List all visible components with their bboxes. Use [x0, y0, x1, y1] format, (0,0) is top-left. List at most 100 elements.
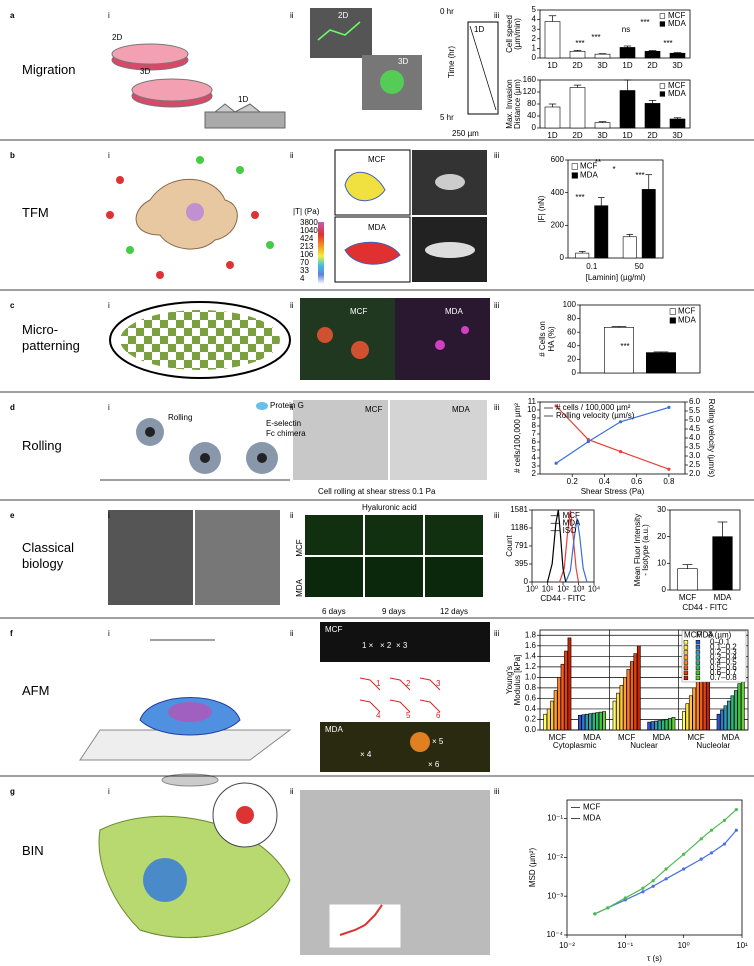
panel-text: 4	[300, 274, 305, 283]
panel-text: × 3	[396, 641, 408, 650]
panel-text: 12 days	[440, 607, 468, 616]
y-axis-label: # cells/100,000 µm²	[513, 403, 522, 473]
panel-text: × 6	[428, 760, 440, 769]
row-name: Migration	[22, 62, 76, 77]
point	[734, 807, 738, 812]
y-tick-label: 2	[532, 34, 537, 43]
panel-text: 1 ×	[362, 641, 374, 650]
legend-swatch	[659, 13, 666, 19]
legend-label: 0.3–0.4	[710, 653, 737, 662]
illustration	[111, 8, 499, 129]
y-tick-label: 20	[657, 532, 666, 541]
bar	[569, 87, 586, 129]
panel-text: 1	[376, 679, 381, 688]
panel-label: ii	[290, 403, 294, 412]
annotation: ***	[663, 39, 672, 48]
illustration	[106, 149, 487, 284]
panel-text: 6 days	[322, 607, 346, 616]
row-name: Micro-patterning	[22, 322, 80, 353]
bar	[734, 690, 738, 731]
bar	[644, 50, 661, 59]
bar	[671, 717, 676, 731]
panel-label: iii	[494, 511, 500, 520]
y-tick-label: 5	[532, 445, 537, 454]
y-tick-label: 6	[532, 437, 537, 446]
x-tick-label: 3D	[597, 131, 607, 140]
panel-text: 213	[300, 242, 314, 251]
group-label: Cytoplasmic	[553, 741, 597, 750]
point	[722, 818, 727, 822]
illustration	[98, 782, 490, 955]
y-tick-label: 8	[532, 421, 537, 430]
legend-swatch	[683, 660, 689, 665]
point	[667, 467, 671, 471]
point	[618, 450, 623, 454]
bar	[630, 661, 634, 731]
y-tick-label: 5	[532, 5, 537, 14]
y-tick-label: 60	[567, 327, 576, 336]
panel-label: ii	[290, 151, 294, 160]
point	[667, 405, 671, 409]
legend-label: 0.1–0.2	[710, 642, 737, 651]
y2-tick-label: 4.0	[689, 433, 701, 442]
legend-label: MDA	[580, 171, 598, 180]
legend-swatch	[683, 665, 689, 670]
panel-text: × 5	[432, 737, 444, 746]
y2-tick-label: 5.5	[689, 406, 701, 415]
panel-label: iii	[494, 11, 500, 20]
x-tick-label: 1D	[622, 131, 632, 140]
legend-swatch	[571, 163, 578, 170]
panel-text: 3D	[398, 57, 408, 66]
y-tick-label: 80	[567, 314, 576, 323]
legend-label: 0–0.1	[710, 637, 731, 646]
legend-header: MDA	[696, 631, 714, 640]
x-tick-label: MCF	[549, 733, 566, 742]
x-tick-label: 0.8	[663, 477, 675, 486]
bar	[685, 703, 690, 731]
y-tick-label: 4	[532, 453, 537, 462]
x-tick-label: MDA	[714, 593, 732, 602]
bar	[668, 718, 672, 731]
y2-tick-label: 4.5	[689, 424, 701, 433]
x-tick-label: 10⁻¹	[617, 941, 633, 950]
bar	[578, 714, 582, 731]
panel-text: × 2	[380, 641, 392, 650]
bar	[569, 50, 586, 59]
panel-text: 70	[300, 258, 309, 267]
bar	[650, 721, 655, 731]
y2-axis-label: Rolling velocity (µm/s)	[707, 399, 716, 478]
row-name: Rolling	[22, 438, 62, 453]
x-tick-label: 0.4	[599, 477, 611, 486]
panel-text: MDA	[295, 578, 304, 596]
point	[641, 890, 645, 894]
legend-swatch	[695, 640, 701, 645]
point	[664, 867, 668, 871]
y-tick-label: 9	[532, 413, 537, 422]
x-tick-label: MCF	[687, 733, 704, 742]
panel-letter: g	[10, 787, 15, 796]
y-tick-label: 1581	[510, 505, 528, 514]
legend-swatch	[683, 650, 689, 655]
panel-label: ii	[290, 511, 294, 520]
bar	[622, 236, 637, 259]
panel-text: Rolling	[168, 413, 192, 422]
bar	[560, 663, 565, 731]
panel-text: 1D	[474, 25, 484, 34]
legend-label: MCF	[583, 803, 600, 812]
panel-label: iii	[494, 629, 500, 638]
legend-label: MDA	[583, 814, 601, 823]
x-axis-label: Shear Stress (Pa)	[581, 487, 645, 496]
panel-text: 3D	[140, 67, 150, 76]
point	[682, 867, 686, 871]
y2-tick-label: 2.0	[689, 469, 701, 478]
legend-label: 0.2–0.3	[710, 648, 737, 657]
legend-label: 0.7–0.8	[710, 673, 737, 682]
y-axis-label: Distance (µm)	[513, 79, 522, 129]
y2-tick-label: 6.0	[689, 397, 701, 406]
bar	[619, 684, 624, 731]
y-tick-label: 600	[551, 155, 565, 164]
series-line	[555, 405, 670, 470]
bar	[598, 711, 603, 731]
panel-text: MDA	[368, 223, 386, 232]
